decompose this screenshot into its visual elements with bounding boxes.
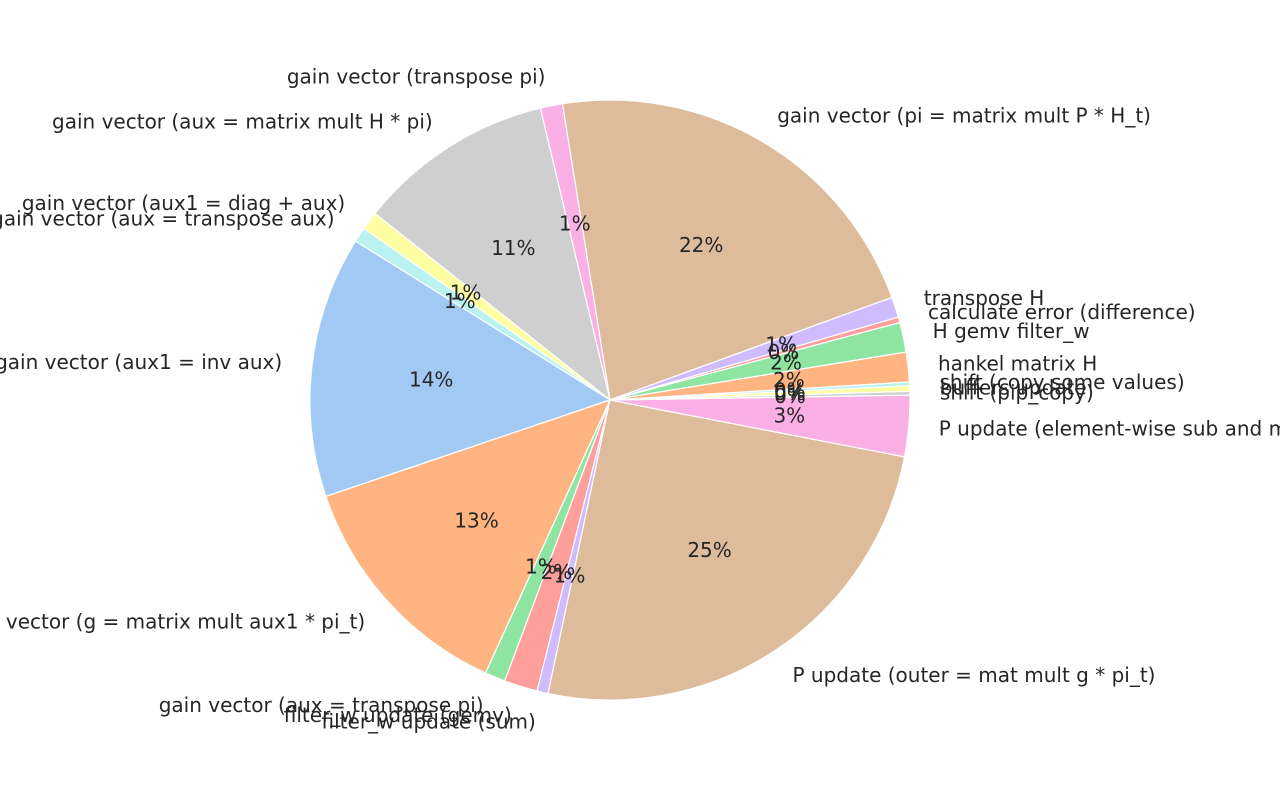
pie-category-label: P update (outer = mat mult g * pi_t)	[793, 663, 1156, 687]
pie-slice	[547, 399, 906, 701]
pie-category-label: filter_w update (gemv)	[284, 703, 512, 727]
pie-percent-label: 2%	[773, 368, 805, 392]
pie-category-label: gain vector (aux = transpose aux)	[0, 206, 335, 230]
pie-percent-label: 1%	[444, 289, 476, 313]
pie-category-label: transpose H	[924, 286, 1044, 310]
pie-category-label: filter_w update (sum)	[322, 710, 536, 734]
pie-percent-label: 11%	[491, 236, 535, 260]
pie-category-label: gain vector (aux = matrix mult H * pi)	[52, 110, 433, 134]
pie-percent-label: 14%	[409, 367, 453, 391]
pie-percent-label: 3%	[773, 404, 805, 428]
pie-slice	[561, 99, 893, 401]
pie-slice	[609, 296, 900, 401]
pie-category-label: gain vector (aux1 = diag + aux)	[22, 191, 345, 215]
pie-percent-label: 0%	[774, 381, 806, 405]
pie-category-label: hankel matrix H	[938, 352, 1097, 376]
pie-percent-label: 1%	[559, 211, 591, 235]
pie-slices	[309, 99, 911, 701]
pie-percent-label: 1%	[450, 281, 482, 305]
pie-percent-label: 0%	[768, 340, 800, 364]
pie-category-label: buffers update	[940, 375, 1087, 399]
pie-percent-label: 0%	[774, 378, 806, 402]
pie-slice	[309, 240, 612, 498]
pie-category-label: gain vector (pi = matrix mult P * H_t)	[777, 103, 1151, 127]
pie-percent-label: 22%	[679, 233, 723, 257]
pie-category-label: P update (element-wise sub and m	[939, 417, 1280, 441]
pie-percent-label: 25%	[687, 538, 731, 562]
pie-slice	[325, 398, 612, 674]
pie-percent-label: 1%	[554, 563, 586, 587]
pie-category-label: calculate error (difference)	[928, 300, 1196, 324]
pie-slice	[374, 107, 611, 402]
pie-percent-label: 2%	[541, 560, 573, 584]
pie-category-label: shift (copy some values)	[940, 370, 1185, 394]
pie-category-label: shift (pip_copy)	[940, 381, 1094, 405]
pie-category-label: gain vector (transpose pi)	[287, 64, 546, 88]
pie-category-label: gain vector (g = matrix mult aux1 * pi_t…	[0, 609, 365, 633]
pie-category-label: gain vector (aux1 = inv aux)	[0, 350, 282, 374]
pie-percent-label: 1%	[525, 554, 557, 578]
pie-percent-label: 2%	[770, 350, 802, 374]
pie-category-label: H gemv filter_w	[933, 319, 1090, 343]
pie-category-label: gain vector (aux = transpose pi)	[159, 693, 484, 717]
pie-percent-label: 0%	[774, 384, 806, 408]
pie-percent-label: 13%	[454, 509, 498, 533]
pie-percent-label: 1%	[765, 332, 797, 356]
pie-labels: 22% gain vector (pi = matrix mult P * H_t…	[0, 64, 1280, 733]
